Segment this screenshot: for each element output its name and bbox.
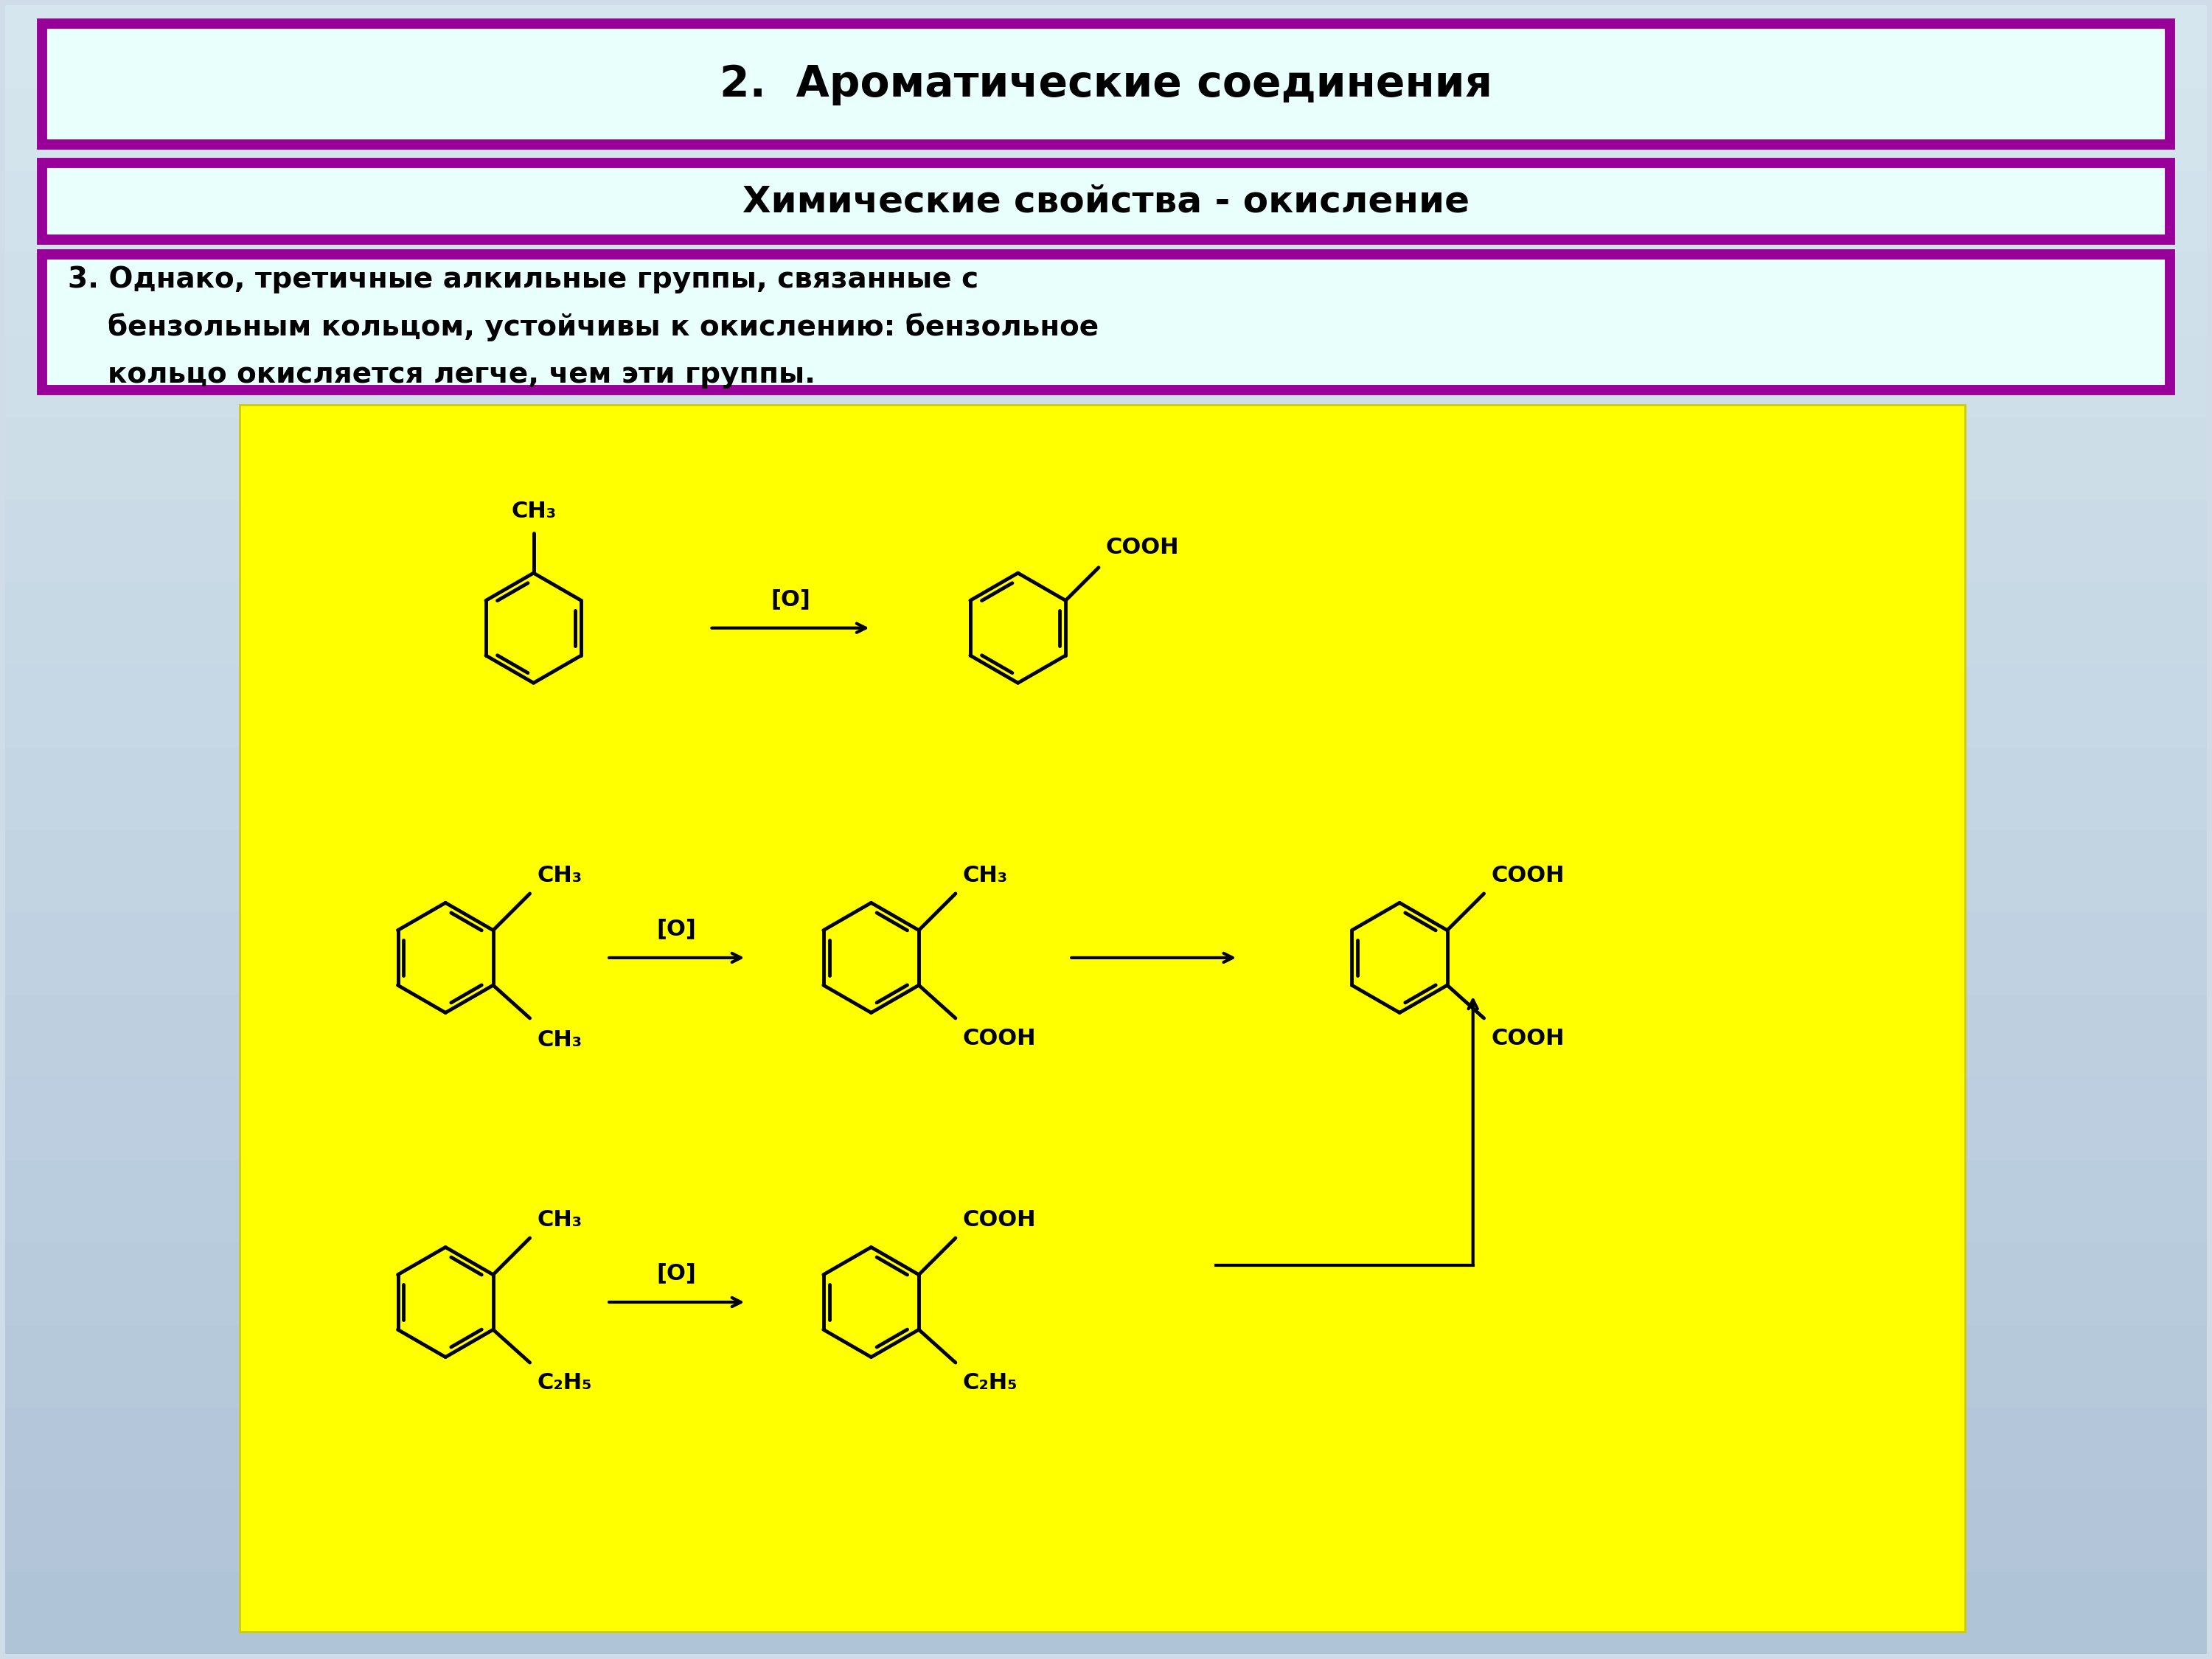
Text: Химические свойства - окисление: Химические свойства - окисление <box>743 184 1469 219</box>
Bar <box>4 169 2208 252</box>
Bar <box>4 499 2208 582</box>
Text: [O]: [O] <box>770 589 810 609</box>
Text: CH₃: CH₃ <box>962 864 1009 886</box>
Text: CH₃: CH₃ <box>511 501 555 521</box>
Text: COOH: COOH <box>1491 1027 1564 1048</box>
Bar <box>4 418 2208 499</box>
Bar <box>4 252 2208 335</box>
Bar <box>4 1324 2208 1407</box>
Bar <box>4 5 2208 88</box>
Text: 3. Однако, третичные алкильные группы, связанные с: 3. Однако, третичные алкильные группы, с… <box>69 265 978 294</box>
Text: CH₃: CH₃ <box>538 864 582 886</box>
FancyBboxPatch shape <box>42 254 2170 390</box>
Bar <box>4 1490 2208 1571</box>
Text: CH₃: CH₃ <box>538 1209 582 1231</box>
Bar <box>4 1160 2208 1241</box>
Polygon shape <box>823 902 918 1012</box>
Polygon shape <box>398 902 493 1012</box>
Text: C₂H₅: C₂H₅ <box>538 1372 593 1394</box>
Bar <box>4 747 2208 830</box>
Bar <box>4 1241 2208 1324</box>
Polygon shape <box>398 1248 493 1357</box>
FancyBboxPatch shape <box>239 405 1964 1632</box>
Bar <box>4 994 2208 1077</box>
Bar <box>4 582 2208 665</box>
Polygon shape <box>823 1248 918 1357</box>
Bar <box>4 88 2208 169</box>
Polygon shape <box>487 572 582 684</box>
FancyBboxPatch shape <box>42 23 2170 144</box>
Text: COOH: COOH <box>1491 864 1564 886</box>
Bar <box>4 1077 2208 1160</box>
Text: COOH: COOH <box>1106 536 1179 557</box>
Bar <box>4 912 2208 994</box>
Polygon shape <box>1352 902 1447 1012</box>
Polygon shape <box>971 572 1066 684</box>
Text: [O]: [O] <box>657 917 697 939</box>
Bar <box>4 335 2208 418</box>
Bar <box>4 1571 2208 1654</box>
Text: CH₃: CH₃ <box>538 1029 582 1050</box>
Text: COOH: COOH <box>962 1209 1035 1231</box>
Text: кольцо окисляется легче, чем эти группы.: кольцо окисляется легче, чем эти группы. <box>69 360 816 388</box>
Bar <box>4 1407 2208 1490</box>
FancyBboxPatch shape <box>42 163 2170 239</box>
Text: C₂H₅: C₂H₅ <box>962 1372 1018 1394</box>
Text: COOH: COOH <box>962 1027 1035 1048</box>
Bar <box>4 830 2208 912</box>
Text: [O]: [O] <box>657 1262 697 1284</box>
Text: 2.  Ароматические соединения: 2. Ароматические соединения <box>719 63 1493 105</box>
Text: бензольным кольцом, устойчивы к окислению: бензольное: бензольным кольцом, устойчивы к окислени… <box>69 314 1099 342</box>
Bar <box>4 665 2208 747</box>
